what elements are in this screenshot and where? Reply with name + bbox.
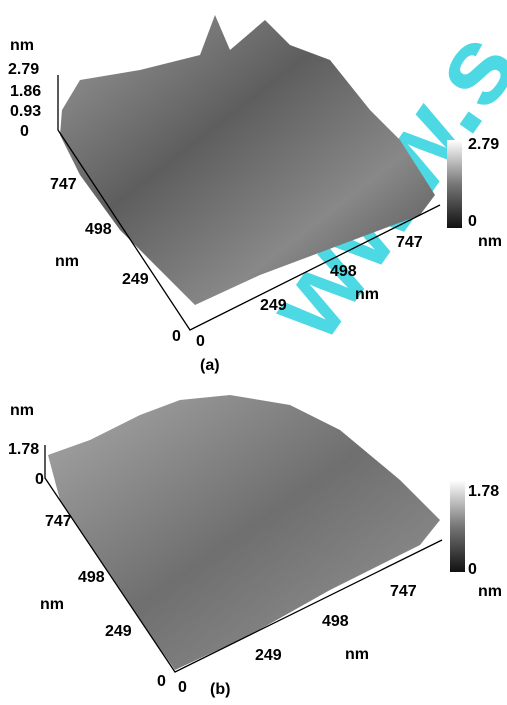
- y-tick-label: 498: [85, 221, 112, 238]
- colorbar-max: 2.79: [468, 136, 499, 153]
- z-tick-label: 0.93: [10, 103, 41, 120]
- x-tick-label: 249: [255, 647, 282, 664]
- caption: (b): [210, 681, 230, 698]
- y-tick-label: 747: [45, 513, 72, 530]
- colorbar-unit: nm: [478, 583, 502, 600]
- figure: www.s nm2.791.860.9307474982490nm0249498…: [0, 0, 507, 700]
- x-tick-label: 0: [196, 333, 205, 350]
- colorbar: [450, 480, 465, 572]
- y-tick-label: 0: [157, 673, 166, 690]
- colorbar-max: 1.78: [468, 483, 499, 500]
- colorbar-unit: nm: [478, 233, 502, 250]
- z-tick-label: 0: [20, 123, 29, 140]
- caption: (a): [200, 357, 220, 374]
- y-tick-label: 249: [122, 271, 149, 288]
- y-tick-label: 747: [50, 176, 77, 193]
- y-unit: nm: [55, 253, 79, 270]
- colorbar: [447, 140, 462, 228]
- x-tick-label: 249: [260, 297, 287, 314]
- x-tick-label: 0: [178, 679, 187, 696]
- x-tick-label: 747: [396, 234, 423, 251]
- z-tick-label: 1.78: [8, 441, 39, 458]
- z-tick-label: 0: [35, 471, 44, 488]
- colorbar-min: 0: [468, 561, 477, 578]
- x-tick-label: 498: [322, 613, 349, 630]
- x-unit: nm: [355, 286, 379, 303]
- x-tick-label: 498: [330, 263, 357, 280]
- x-tick-label: 747: [390, 583, 417, 600]
- colorbar-min: 0: [468, 213, 477, 230]
- y-tick-label: 498: [78, 569, 105, 586]
- y-tick-label: 0: [172, 328, 181, 345]
- x-unit: nm: [345, 646, 369, 663]
- y-tick-label: 249: [105, 623, 132, 640]
- z-tick-label: 1.86: [10, 83, 41, 100]
- y-unit: nm: [40, 596, 64, 613]
- z-unit: nm: [10, 402, 34, 419]
- z-unit: nm: [10, 37, 34, 54]
- z-tick-label: 2.79: [8, 61, 39, 78]
